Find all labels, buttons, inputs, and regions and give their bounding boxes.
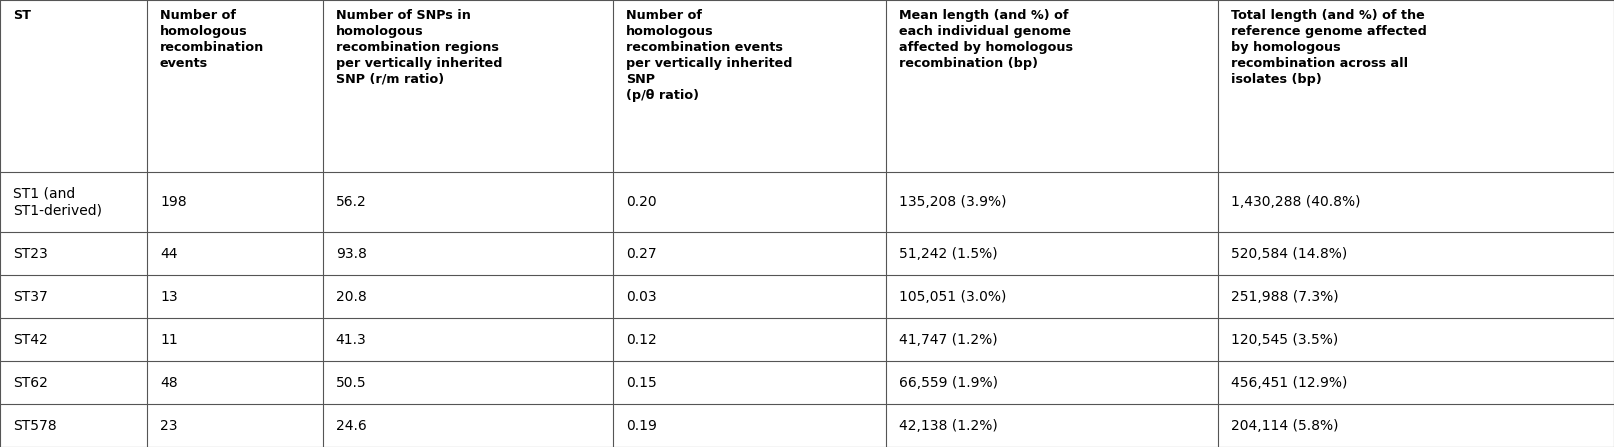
- Text: 42,138 (1.2%): 42,138 (1.2%): [899, 418, 997, 433]
- Text: Number of SNPs in
homologous
recombination regions
per vertically inherited
SNP : Number of SNPs in homologous recombinati…: [336, 9, 502, 86]
- Text: ST1 (and
ST1-derived): ST1 (and ST1-derived): [13, 186, 102, 218]
- Text: 198: 198: [160, 195, 187, 209]
- Text: ST42: ST42: [13, 333, 48, 347]
- Text: 48: 48: [160, 375, 178, 390]
- Text: Number of
homologous
recombination
events: Number of homologous recombination event…: [160, 9, 265, 70]
- Text: 93.8: 93.8: [336, 247, 366, 261]
- Text: Total length (and %) of the
reference genome affected
by homologous
recombinatio: Total length (and %) of the reference ge…: [1230, 9, 1427, 86]
- Text: 251,988 (7.3%): 251,988 (7.3%): [1230, 290, 1338, 304]
- Text: 23: 23: [160, 418, 178, 433]
- Text: 0.15: 0.15: [626, 375, 657, 390]
- Text: 24.6: 24.6: [336, 418, 366, 433]
- Text: 0.19: 0.19: [626, 418, 657, 433]
- Text: 204,114 (5.8%): 204,114 (5.8%): [1230, 418, 1338, 433]
- Text: 50.5: 50.5: [336, 375, 366, 390]
- Text: 0.12: 0.12: [626, 333, 657, 347]
- Text: 0.20: 0.20: [626, 195, 657, 209]
- Text: 520,584 (14.8%): 520,584 (14.8%): [1230, 247, 1346, 261]
- Text: ST578: ST578: [13, 418, 56, 433]
- Text: 56.2: 56.2: [336, 195, 366, 209]
- Text: 120,545 (3.5%): 120,545 (3.5%): [1230, 333, 1338, 347]
- Text: 105,051 (3.0%): 105,051 (3.0%): [899, 290, 1006, 304]
- Text: 456,451 (12.9%): 456,451 (12.9%): [1230, 375, 1348, 390]
- Text: 66,559 (1.9%): 66,559 (1.9%): [899, 375, 997, 390]
- Text: 0.27: 0.27: [626, 247, 657, 261]
- Text: ST37: ST37: [13, 290, 48, 304]
- Text: ST23: ST23: [13, 247, 48, 261]
- Text: 135,208 (3.9%): 135,208 (3.9%): [899, 195, 1006, 209]
- Text: 13: 13: [160, 290, 178, 304]
- Text: 0.03: 0.03: [626, 290, 657, 304]
- Text: 11: 11: [160, 333, 178, 347]
- Text: 41,747 (1.2%): 41,747 (1.2%): [899, 333, 997, 347]
- Text: ST62: ST62: [13, 375, 48, 390]
- Text: Number of
homologous
recombination events
per vertically inherited
SNP
(p/θ rati: Number of homologous recombination event…: [626, 9, 792, 102]
- Text: 1,430,288 (40.8%): 1,430,288 (40.8%): [1230, 195, 1361, 209]
- Text: 51,242 (1.5%): 51,242 (1.5%): [899, 247, 997, 261]
- Text: 20.8: 20.8: [336, 290, 366, 304]
- Text: ST: ST: [13, 9, 31, 22]
- Text: Mean length (and %) of
each individual genome
affected by homologous
recombinati: Mean length (and %) of each individual g…: [899, 9, 1073, 70]
- Text: 41.3: 41.3: [336, 333, 366, 347]
- Text: 44: 44: [160, 247, 178, 261]
